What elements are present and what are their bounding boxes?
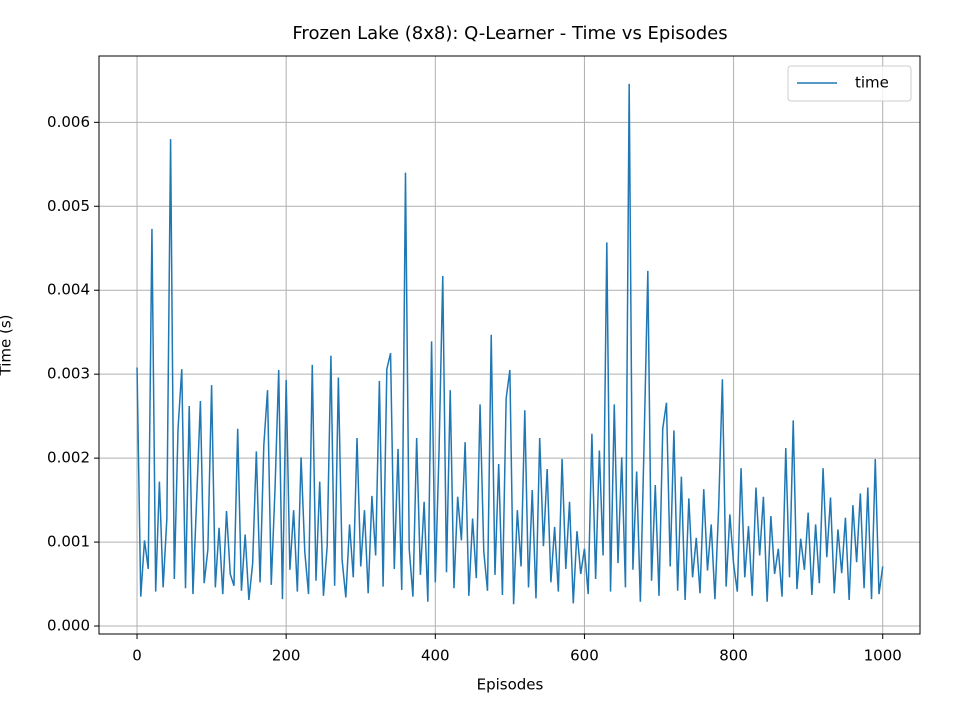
data-line: [136, 83, 884, 605]
y-axis-label: Time (s): [0, 315, 15, 377]
y-tick-label: 0.000: [47, 617, 90, 635]
x-axis-label: Episodes: [477, 676, 544, 694]
x-tick-label: 1000: [864, 647, 902, 665]
y-tick-label: 0.002: [47, 449, 90, 467]
x-tick-label: 800: [719, 647, 748, 665]
y-tick-label: 0.001: [47, 533, 90, 551]
x-tick-label: 600: [570, 647, 599, 665]
x-tick-label: 200: [272, 647, 301, 665]
plot-frame: [98, 55, 921, 635]
y-tick-label: 0.005: [47, 197, 90, 215]
x-tick-label: 0: [132, 647, 142, 665]
y-tick-label: 0.003: [47, 365, 90, 383]
legend-label: time: [855, 74, 889, 92]
x-tick-label: 400: [421, 647, 450, 665]
legend-box: [787, 65, 912, 102]
chart-title: Frozen Lake (8x8): Q-Learner - Time vs E…: [292, 23, 727, 44]
y-tick-label: 0.006: [47, 113, 90, 131]
y-tick-label: 0.004: [47, 281, 90, 299]
